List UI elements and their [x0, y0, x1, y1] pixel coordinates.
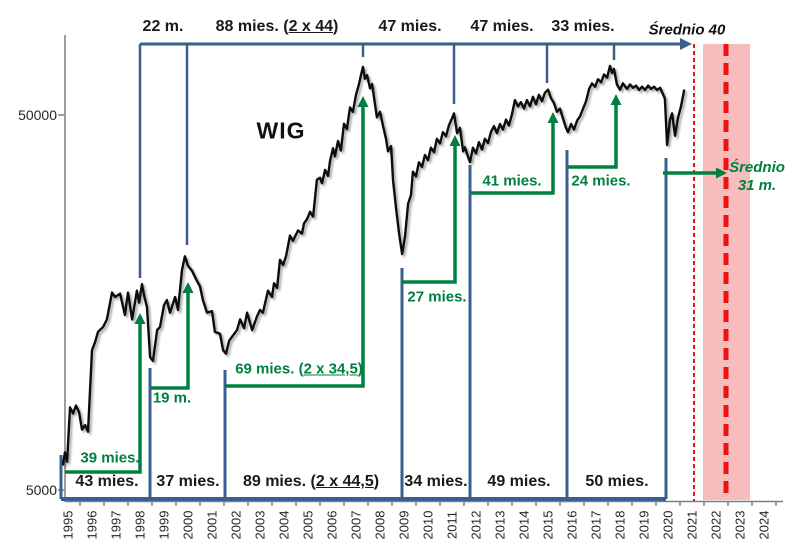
green-arrowhead-icon — [134, 313, 146, 324]
green-cycle-line-2 — [225, 107, 365, 388]
green-arrowhead-icon — [357, 96, 369, 107]
green-arrowhead-icon — [716, 167, 727, 179]
green-cycle-line-1 — [151, 291, 190, 390]
green-cycle-line-0 — [65, 322, 142, 474]
forecast-dashed-lines — [693, 44, 729, 501]
wig-price-path — [61, 64, 686, 466]
axes — [58, 35, 783, 506]
top-cycle-brackets — [138, 38, 692, 278]
green-cycle-line-4 — [471, 122, 555, 195]
green-arrowhead-icon — [182, 282, 194, 293]
green-arrowhead-icon — [610, 94, 622, 105]
bottom-cycle-brackets — [59, 150, 668, 501]
green-cycle-line-3 — [402, 145, 457, 284]
green-arrowhead-icon — [547, 112, 559, 123]
green-arrowhead-icon — [449, 135, 461, 146]
green-cycle-arrows — [65, 94, 727, 474]
top-bracket-arrowhead-icon — [680, 38, 692, 50]
wig-price-line — [61, 64, 686, 466]
green-cycle-line-5 — [568, 104, 618, 169]
